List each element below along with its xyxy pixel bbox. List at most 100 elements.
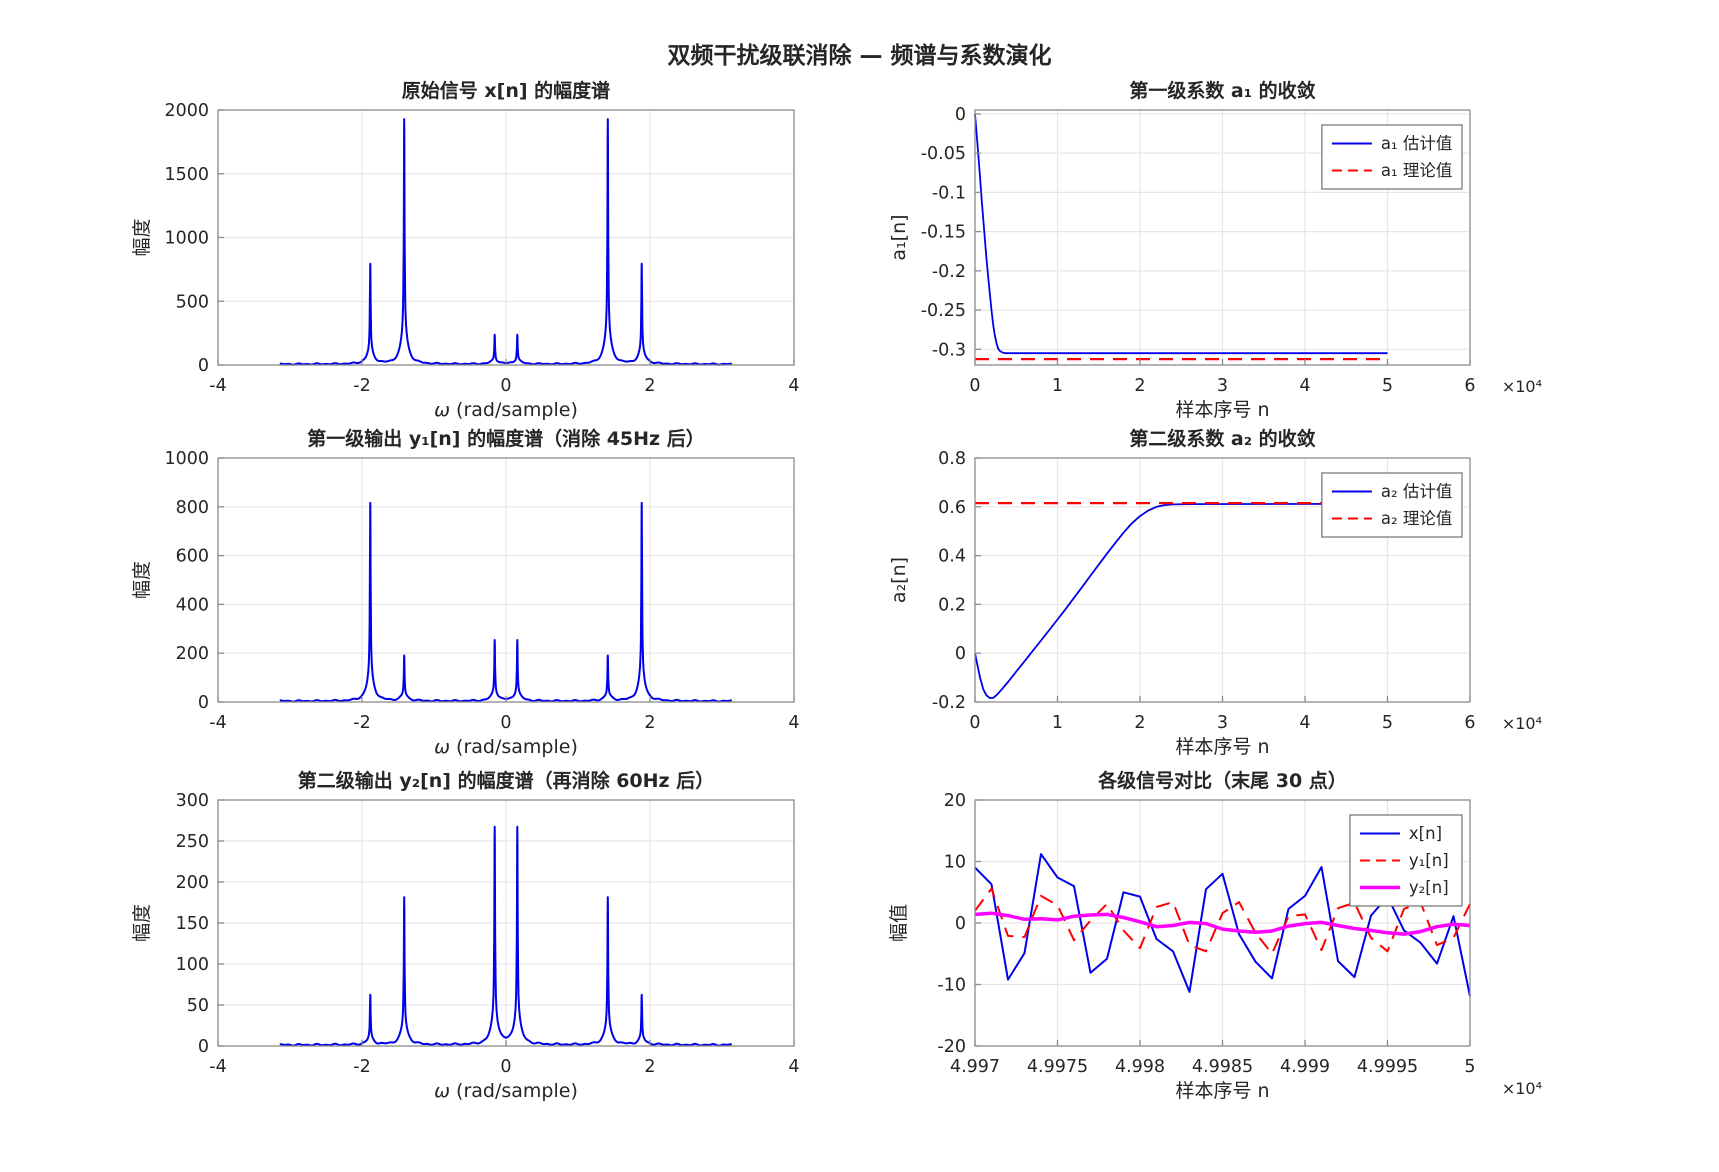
axis-exponent-label: ×10⁴ [1502,714,1542,733]
y-tick-label: 0.6 [938,498,966,518]
series-a₁ 估计值 [974,113,1388,355]
x-tick-label: 0 [969,376,980,396]
y-tick-label: 300 [176,791,209,811]
plot-title: 第一级系数 a₁ 的收敛 [1129,79,1315,102]
y-tick-label: 0 [198,1037,209,1057]
x-tick-label: 4 [788,376,799,396]
y-axis-label: a₂[n] [888,557,910,603]
x-tick-label: 1 [1052,713,1063,733]
x-tick-label: 0 [969,713,980,733]
x-tick-label: 0 [500,376,511,396]
plot-title: 各级信号对比（末尾 30 点） [1097,769,1347,792]
x-tick-label: 5 [1382,713,1393,733]
x-tick-label: 4 [1299,713,1310,733]
x-tick-label: 4.9985 [1192,1057,1253,1077]
axis-exponent-label: ×10⁴ [1502,377,1542,396]
y-tick-label: 200 [176,644,209,664]
y-tick-label: 1000 [164,449,209,469]
plot-a1-convergence: 0 1 2 3 4 5 6 -0.3 -0.25 -0.2 -0.15 -0.1 -0.05 0 第一级系数… [888,79,1542,421]
y-tick-label: 800 [176,498,209,518]
y-tick-label: -10 [937,976,966,996]
y-tick-label: 250 [176,832,209,852]
x-tick-label: 2 [644,713,655,733]
x-axis-label: ω (rad/sample) [434,736,578,758]
plot-title: 第一级输出 y₁[n] 的幅度谱（消除 45Hz 后） [307,427,704,450]
y-tick-label: 400 [176,595,209,615]
legend-label: x[n] [1409,824,1442,843]
plot-spectrum-y2: -4 -2 0 2 4 0 50 100 150 200 250 300 第二级输出 y₂[n] 的幅度… [131,769,800,1102]
x-tick-label: -4 [209,376,226,396]
x-axis-label: 样本序号 n [1175,736,1269,758]
x-tick-label: 4.9995 [1357,1057,1418,1077]
x-tick-label: 0 [500,713,511,733]
x-tick-label: 6 [1464,376,1475,396]
x-tick-label: -2 [353,713,370,733]
y-axis-label: 幅度 [131,904,153,942]
series-y₂[n] [974,911,1471,936]
y-tick-label: -0.1 [932,183,966,203]
y-tick-label: -0.15 [921,223,966,243]
plot-title: 第二级输出 y₂[n] 的幅度谱（再消除 60Hz 后） [298,769,714,792]
series-a₂ 估计值 [974,503,1388,699]
legend-label: a₁ 估计值 [1381,134,1452,153]
x-tick-label: 4.998 [1115,1057,1165,1077]
x-axis-label: 样本序号 n [1175,399,1269,421]
figure-title: 双频干扰级联消除 — 频谱与系数演化 [667,43,1052,69]
y-tick-label: 200 [176,873,209,893]
y-tick-label: 10 [944,853,966,873]
y-tick-label: 0.2 [938,595,966,615]
x-tick-label: 2 [644,1057,655,1077]
plot-spectrum-y1: -4 -2 0 2 4 0 200 400 600 800 1000 第一级输出 y₁[n] 的幅度谱… [131,427,800,758]
y-tick-label: 1500 [164,165,209,185]
x-axis-label: ω (rad/sample) [434,399,578,421]
y-tick-label: 0 [198,356,209,376]
y-tick-label: -0.25 [921,301,966,321]
legend: a₁ 估计值 a₁ 理论值 [1321,124,1463,190]
x-tick-label: 2 [1134,713,1145,733]
y-tick-label: 0 [955,914,966,934]
plot-title: 第二级系数 a₂ 的收敛 [1129,427,1315,450]
x-tick-label: 2 [1134,376,1145,396]
series-|Y2(ω)| [279,825,733,1047]
y-tick-label: -20 [937,1037,966,1057]
legend-label: y₂[n] [1409,878,1449,897]
x-tick-label: 4.997 [950,1057,1000,1077]
x-tick-label: -2 [353,376,370,396]
legend-box [1321,124,1463,190]
y-tick-label: 1000 [164,229,209,249]
x-tick-label: 4 [1299,376,1310,396]
x-tick-label: 3 [1217,376,1228,396]
legend: a₂ 估计值 a₂ 理论值 [1321,472,1463,538]
y-tick-label: 2000 [164,101,209,121]
x-tick-label: -4 [209,1057,226,1077]
y-tick-label: 150 [176,914,209,934]
y-tick-label: -0.05 [921,144,966,164]
y-tick-label: 0 [955,105,966,125]
y-tick-label: 0.4 [938,547,966,567]
y-tick-label: 600 [176,547,209,567]
plot-signal-comparison: 4.997 4.9975 4.998 4.9985 4.999 4.9995 5 -20 -10… [888,769,1542,1102]
y-tick-label: -0.3 [932,340,966,360]
x-tick-label: 6 [1464,713,1475,733]
plot-spectrum-x: -4 -2 0 2 4 0 500 1000 1500 2000 原始信号 x[n] 的幅度谱 ω (… [131,79,800,421]
y-axis-label: a₁[n] [888,214,910,260]
y-tick-label: 0 [955,644,966,664]
x-tick-label: 4.9975 [1027,1057,1088,1077]
x-tick-label: 2 [644,376,655,396]
y-tick-label: 50 [187,996,209,1016]
x-tick-label: 5 [1382,376,1393,396]
series-y₁[n] [974,887,1471,955]
legend-box [1321,472,1463,538]
y-axis-label: 幅度 [131,561,153,599]
legend: x[n] y₁[n] y₂[n] [1349,814,1463,907]
legend-label: y₁[n] [1409,851,1449,870]
x-tick-label: 4 [788,1057,799,1077]
x-tick-label: -4 [209,713,226,733]
y-axis-label: 幅值 [888,904,910,942]
y-tick-label: 100 [176,955,209,975]
y-tick-label: -0.2 [932,262,966,282]
x-axis-label: ω (rad/sample) [434,1080,578,1102]
